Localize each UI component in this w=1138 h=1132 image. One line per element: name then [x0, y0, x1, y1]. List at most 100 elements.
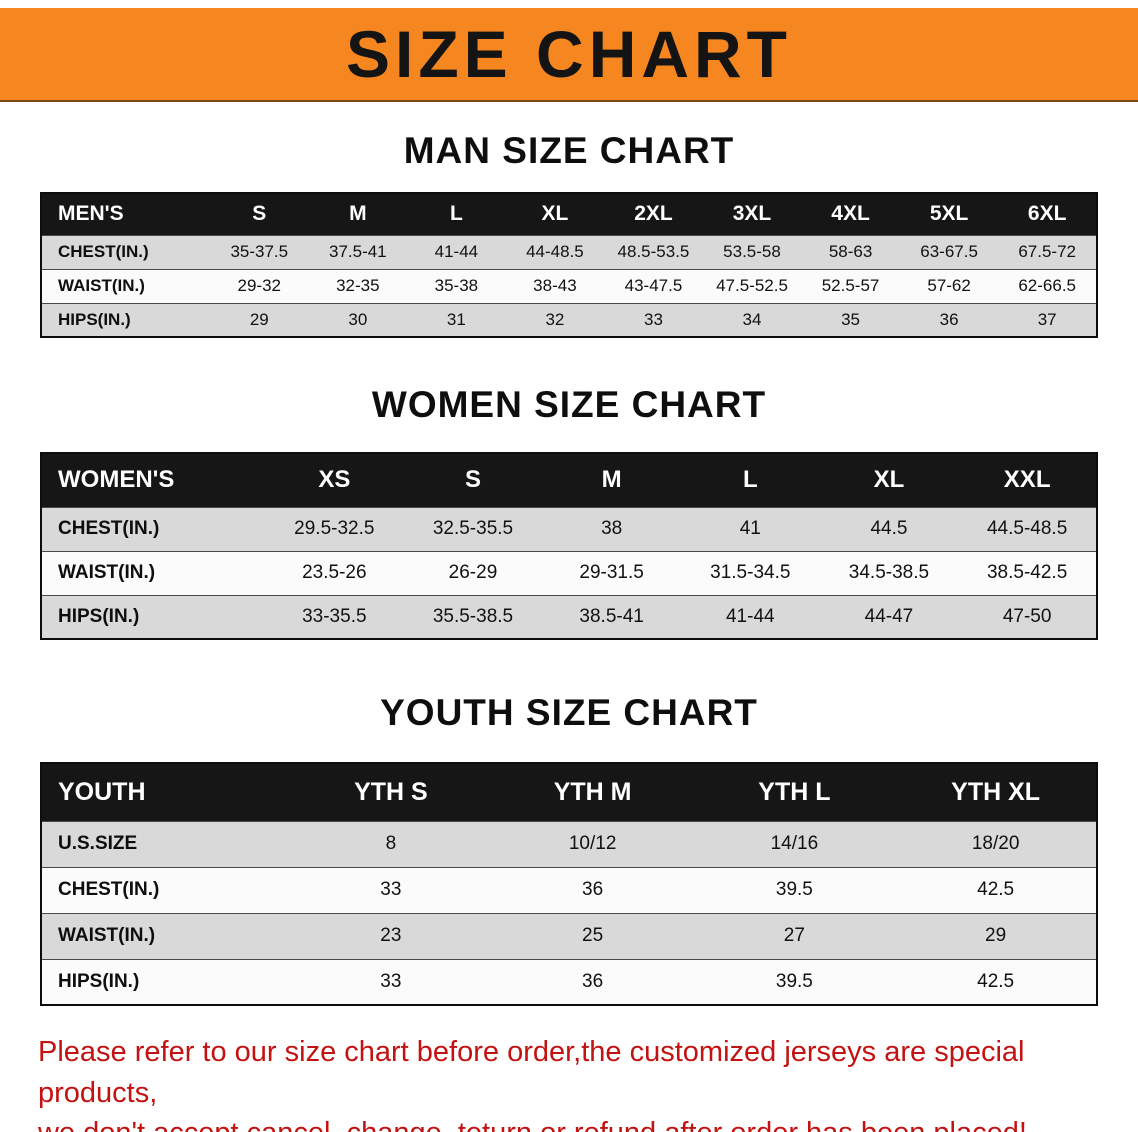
- size-header-cell: XXL: [1003, 466, 1051, 494]
- row-label: HIPS(IN.): [58, 605, 140, 627]
- value-cell: 38: [601, 518, 623, 539]
- value-cell: 23.5-26: [302, 562, 367, 583]
- value-cell: 47.5-52.5: [716, 276, 788, 295]
- value-cell: 42.5: [977, 879, 1015, 900]
- value-cell: 41: [739, 518, 761, 539]
- value-cell: 29.5-32.5: [294, 518, 375, 539]
- value-cell: 25: [582, 925, 604, 946]
- table-row: U.S.SIZE 8 10/12 14/16 18/20: [41, 821, 1097, 867]
- value-cell: 29-31.5: [579, 562, 644, 583]
- size-header-cell: YTH S: [354, 777, 428, 806]
- size-header-cell: 2XL: [634, 202, 673, 226]
- value-cell: 39.5: [775, 879, 813, 900]
- youth-size-table: YOUTH YTH S YTH M YTH L YTH XL U.S.SIZE 8 10/12…: [40, 762, 1098, 1006]
- row-label: CHEST(IN.): [58, 879, 160, 900]
- value-cell: 58-63: [828, 242, 873, 261]
- value-cell: 33: [644, 309, 663, 329]
- table-row: HIPS(IN.) 29 30 31 32 33 34 35 36 37: [41, 303, 1097, 337]
- size-header-cell: M: [349, 202, 367, 226]
- value-cell: 41-44: [434, 242, 479, 261]
- size-header-cell: S: [464, 466, 481, 494]
- value-cell: 37: [1037, 309, 1057, 329]
- table-title-cell: WOMEN'S: [58, 466, 175, 494]
- table-row: HIPS(IN.) 33 36 39.5 42.5: [41, 959, 1097, 1005]
- table-header-row: YOUTH YTH S YTH M YTH L YTH XL: [41, 763, 1097, 821]
- value-cell: 36: [939, 309, 959, 329]
- value-cell: 35-38: [434, 276, 479, 295]
- value-cell: 34.5-38.5: [848, 562, 930, 583]
- size-header-cell: XL: [873, 466, 905, 494]
- value-cell: 35-37.5: [230, 242, 289, 261]
- row-label: CHEST(IN.): [58, 518, 160, 539]
- man-section: MAN SIZE CHART MEN'S S M L XL 2XL 3XL 4XL 5XL 6XL…: [0, 130, 1138, 338]
- size-header-cell: XS: [318, 466, 351, 494]
- value-cell: 32.5-35.5: [432, 518, 514, 539]
- value-cell: 41-44: [725, 605, 775, 627]
- table-header-row: MEN'S S M L XL 2XL 3XL 4XL 5XL 6XL: [41, 193, 1097, 235]
- value-cell: 35.5-38.5: [432, 605, 514, 627]
- value-cell: 26-29: [448, 562, 498, 583]
- size-header-cell: 4XL: [831, 202, 870, 226]
- value-cell: 32-35: [336, 276, 380, 295]
- youth-section-heading: YOUTH SIZE CHART: [380, 692, 758, 733]
- value-cell: 33: [380, 879, 402, 900]
- table-row: HIPS(IN.) 33-35.5 35.5-38.5 38.5-41 41-44 44-…: [41, 595, 1097, 639]
- value-cell: 39.5: [775, 970, 813, 992]
- value-cell: 44.5: [870, 518, 908, 539]
- size-header-cell: 3XL: [732, 202, 772, 226]
- size-header-cell: 6XL: [1027, 202, 1067, 226]
- value-cell: 36: [582, 879, 604, 900]
- table-title-cell: YOUTH: [58, 777, 146, 806]
- value-cell: 44.5-48.5: [986, 518, 1068, 539]
- size-header-cell: 5XL: [929, 202, 969, 226]
- row-label: HIPS(IN.): [58, 970, 140, 992]
- size-header-cell: S: [252, 202, 267, 226]
- value-cell: 29: [985, 925, 1007, 946]
- value-cell: 23: [380, 925, 402, 946]
- value-cell: 27: [783, 925, 805, 946]
- youth-section: YOUTH SIZE CHART YOUTH YTH S YTH M YTH L YTH…: [0, 692, 1138, 1006]
- value-cell: 38.5-41: [579, 605, 644, 627]
- value-cell: 32: [545, 309, 565, 329]
- value-cell: 53.5-58: [723, 242, 781, 261]
- size-header-cell: YTH M: [553, 777, 632, 806]
- value-cell: 37.5-41: [328, 242, 387, 261]
- row-label: WAIST(IN.): [58, 925, 156, 946]
- women-section: WOMEN SIZE CHART WOMEN'S XS S M L XL XXL CHEST(…: [0, 384, 1138, 640]
- value-cell: 47-50: [1002, 605, 1052, 627]
- value-cell: 31.5-34.5: [710, 562, 791, 583]
- size-header-cell: L: [449, 202, 463, 226]
- disclaimer-note: Please refer to our size chart before or…: [38, 1032, 1100, 1132]
- value-cell: 18/20: [971, 833, 1020, 854]
- women-size-table: WOMEN'S XS S M L XL XXL CHEST(IN.) 29.5-32.5 32.5…: [40, 452, 1098, 640]
- value-cell: 30: [348, 309, 368, 329]
- table-title-cell: MEN'S: [58, 202, 124, 226]
- table-row: WAIST(IN.) 29-32 32-35 35-38 38-43 43-47.5 47.…: [41, 269, 1097, 303]
- value-cell: 67.5-72: [1018, 242, 1077, 261]
- value-cell: 44-48.5: [526, 242, 584, 261]
- value-cell: 33-35.5: [302, 605, 367, 627]
- value-cell: 14/16: [770, 833, 819, 854]
- man-section-heading: MAN SIZE CHART: [403, 130, 735, 171]
- value-cell: 44-47: [864, 605, 914, 627]
- women-section-heading: WOMEN SIZE CHART: [371, 384, 767, 425]
- size-header-cell: M: [601, 466, 622, 494]
- value-cell: 63-67.5: [920, 242, 978, 261]
- value-cell: 38.5-42.5: [986, 562, 1068, 583]
- table-header-row: WOMEN'S XS S M L XL XXL: [41, 453, 1097, 507]
- disclaimer-line-1: Please refer to our size chart before or…: [38, 1036, 1025, 1109]
- table-row: CHEST(IN.) 35-37.5 37.5-41 41-44 44-48.5 48.5…: [41, 235, 1097, 269]
- men-size-table: MEN'S S M L XL 2XL 3XL 4XL 5XL 6XL CHEST(IN.) 35-37…: [40, 192, 1098, 338]
- value-cell: 31: [446, 309, 466, 329]
- page-title: SIZE CHART: [346, 17, 792, 91]
- value-cell: 33: [380, 970, 402, 992]
- disclaimer-line-2: we don't accept cancel, change, teturn o…: [38, 1113, 1100, 1132]
- value-cell: 52.5-57: [821, 276, 880, 295]
- row-label: HIPS(IN.): [58, 309, 131, 329]
- value-cell: 35: [841, 309, 861, 329]
- table-row: WAIST(IN.) 23 25 27 29: [41, 913, 1097, 959]
- value-cell: 48.5-53.5: [617, 242, 690, 261]
- row-label: U.S.SIZE: [58, 833, 138, 854]
- value-cell: 62-66.5: [1018, 276, 1077, 295]
- row-label: CHEST(IN.): [58, 242, 149, 261]
